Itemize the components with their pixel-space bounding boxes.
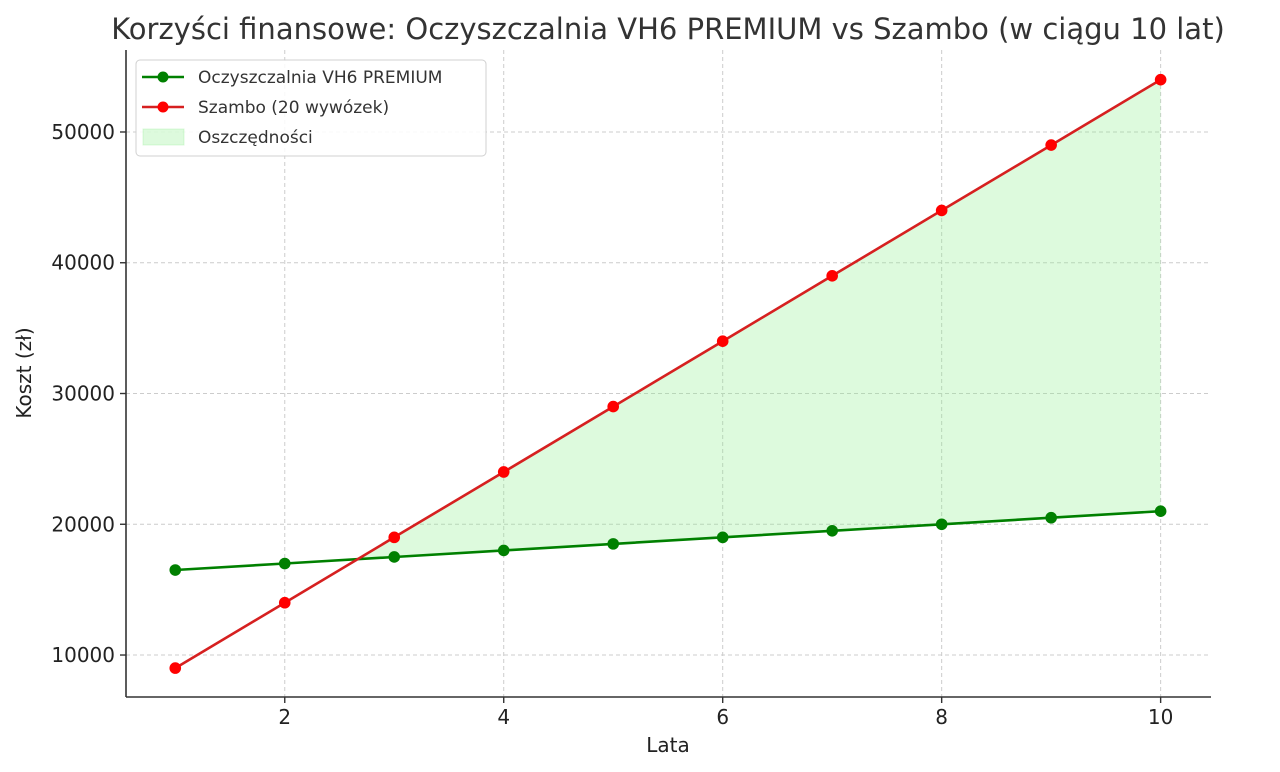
legend-item-oczyszczalnia: Oczyszczalnia VH6 PREMIUM <box>142 68 442 88</box>
legend-marker-red-icon <box>157 101 169 113</box>
data-point <box>607 538 620 550</box>
x-tick-label: 2 <box>278 705 291 729</box>
legend-label: Oszczędności <box>198 128 313 148</box>
data-point <box>826 270 838 282</box>
data-point <box>826 525 838 537</box>
y-tick-label: 50000 <box>51 120 115 144</box>
data-point <box>716 531 729 544</box>
x-tick-label: 6 <box>716 705 729 729</box>
y-axis-label: Koszt (zł) <box>12 327 36 418</box>
y-ticks: 10000 20000 30000 40000 50000 <box>51 120 126 667</box>
legend-item-szambo: Szambo (20 wywózek) <box>142 98 389 118</box>
x-tick-label: 8 <box>935 705 948 729</box>
legend-label: Oczyszczalnia VH6 PREMIUM <box>198 68 442 88</box>
data-point <box>1154 505 1167 517</box>
legend: Oczyszczalnia VH6 PREMIUM Szambo (20 wyw… <box>135 59 487 157</box>
y-tick-label: 30000 <box>51 382 115 406</box>
x-axis-label: Lata <box>646 733 690 757</box>
series-line <box>175 509 1161 572</box>
legend-patch-savings-icon <box>142 128 185 146</box>
data-point <box>388 551 401 563</box>
chart-title: Korzyści finansowe: Oczyszczalnia VH6 PR… <box>111 12 1225 46</box>
axes <box>125 50 1211 698</box>
data-point <box>935 518 948 531</box>
legend-box <box>135 59 487 157</box>
series-line <box>174 78 1162 670</box>
series-oczyszczalnia <box>169 505 1167 576</box>
legend-marker-green-icon <box>157 71 169 83</box>
data-point <box>716 335 729 348</box>
x-ticks: 2 4 6 8 10 <box>278 697 1173 729</box>
data-point <box>497 544 510 557</box>
grid <box>126 50 1211 697</box>
series-lines <box>169 73 1167 674</box>
data-point <box>278 557 291 570</box>
y-tick-label: 10000 <box>51 643 115 667</box>
y-tick-label: 20000 <box>51 512 115 536</box>
y-tick-label: 40000 <box>51 251 115 275</box>
savings-area <box>357 79 1161 560</box>
data-point <box>278 596 291 609</box>
data-point <box>388 531 401 544</box>
data-point <box>497 466 510 478</box>
data-point <box>1045 511 1057 524</box>
data-point <box>935 204 948 217</box>
x-tick-label: 4 <box>497 705 510 729</box>
data-point <box>169 662 182 674</box>
legend-label: Szambo (20 wywózek) <box>198 98 389 118</box>
data-point <box>1154 73 1167 86</box>
legend-item-oszczednosci: Oszczędności <box>142 128 313 148</box>
data-point <box>169 564 182 576</box>
data-point <box>607 400 620 413</box>
series-szambo <box>169 73 1167 674</box>
x-tick-label: 10 <box>1148 705 1173 729</box>
data-point <box>1045 139 1057 151</box>
